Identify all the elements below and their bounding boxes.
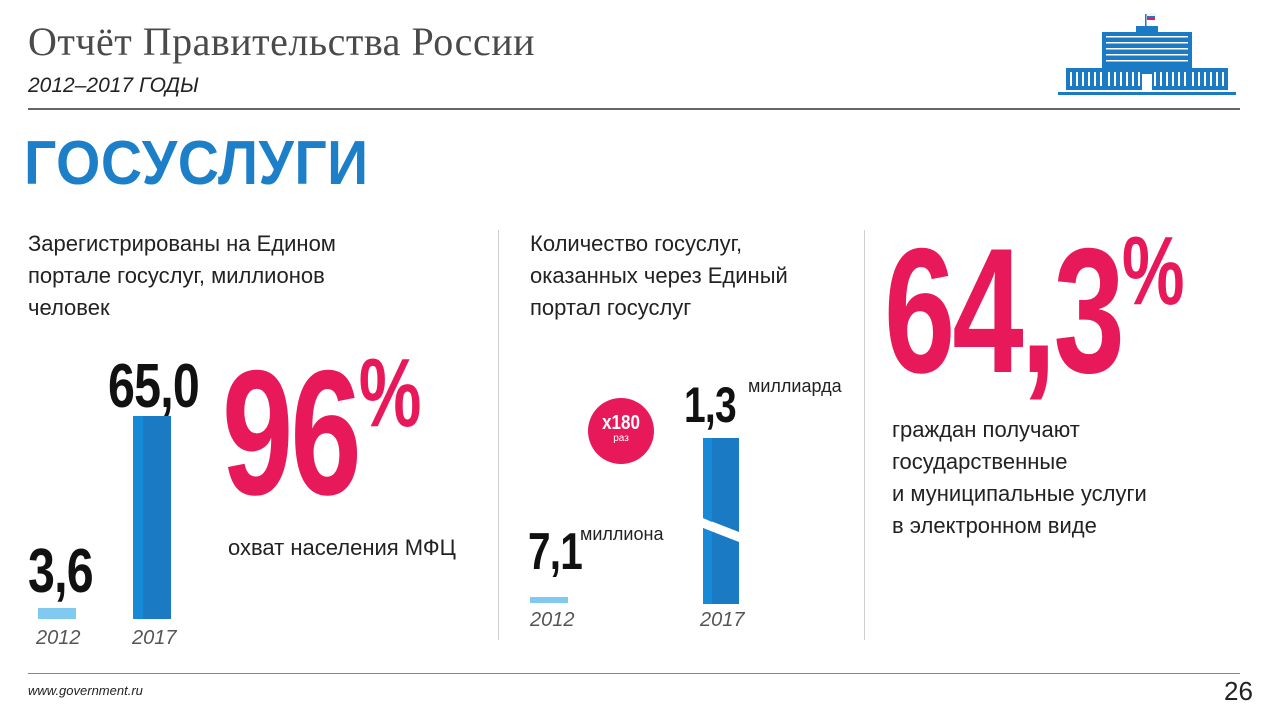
bar-value-2012: 7,1 xyxy=(528,523,583,581)
e-services-value: 64,3 xyxy=(884,211,1125,410)
bar-2012 xyxy=(530,597,568,603)
website-link[interactable]: www.government.ru xyxy=(28,683,143,698)
page-number: 26 xyxy=(1224,676,1253,706)
government-house-icon xyxy=(1058,13,1236,95)
description-line: Зарегистрированы на Едином xyxy=(28,231,336,256)
percent-sign: % xyxy=(358,337,422,447)
bar-2012 xyxy=(38,608,76,619)
year-label-2012: 2012 xyxy=(36,627,81,649)
caption-line: граждан получают xyxy=(892,417,1080,442)
description-line: оказанных через Единый xyxy=(530,263,788,288)
bar-2017 xyxy=(703,438,739,604)
caption-line: государственные xyxy=(892,449,1068,474)
section-title: ГОСУСЛУГИ xyxy=(24,129,369,198)
e-services-percent: 64,3% xyxy=(884,221,1185,400)
description-line: портал госуслуг xyxy=(530,295,692,320)
description-line: Количество госуслуг, xyxy=(530,231,743,256)
page-title: Отчёт Правительства России xyxy=(28,19,536,64)
column-divider xyxy=(498,230,499,640)
e-services-caption: граждан получают государственные и муниц… xyxy=(892,414,1147,542)
services-count-description: Количество госуслуг, оказанных через Еди… xyxy=(530,228,788,324)
bar-value-2012: 3,6 xyxy=(28,537,94,606)
growth-badge-value: x180 xyxy=(602,412,640,434)
unit-label-2012: миллиона xyxy=(580,524,664,544)
description-line: человек xyxy=(28,295,110,320)
year-label-2012: 2012 xyxy=(530,609,575,631)
unit-label-2017: миллиарда xyxy=(748,376,842,396)
year-label-2017: 2017 xyxy=(700,609,745,631)
year-label-2017: 2017 xyxy=(132,627,177,649)
footer-divider xyxy=(28,673,1240,674)
caption-line: в электронном виде xyxy=(892,513,1097,538)
mfc-coverage-caption: охват населения МФЦ xyxy=(228,535,456,560)
bar-value-2017: 1,3 xyxy=(684,377,737,433)
bar-2017 xyxy=(133,416,171,619)
caption-line: и муниципальные услуги xyxy=(892,481,1147,506)
mfc-coverage-percent: 96% xyxy=(222,343,421,522)
mfc-coverage-value: 96 xyxy=(222,333,362,532)
percent-sign: % xyxy=(1121,215,1185,325)
column-divider xyxy=(864,230,865,640)
growth-badge: x180 раз xyxy=(588,398,654,464)
header-divider xyxy=(28,108,1240,110)
registered-users-description: Зарегистрированы на Едином портале госус… xyxy=(28,228,336,324)
growth-badge-unit: раз xyxy=(613,433,629,444)
bar-value-2017: 65,0 xyxy=(108,352,200,421)
page-subtitle: 2012–2017 ГОДЫ xyxy=(28,74,199,97)
description-line: портале госуслуг, миллионов xyxy=(28,263,325,288)
